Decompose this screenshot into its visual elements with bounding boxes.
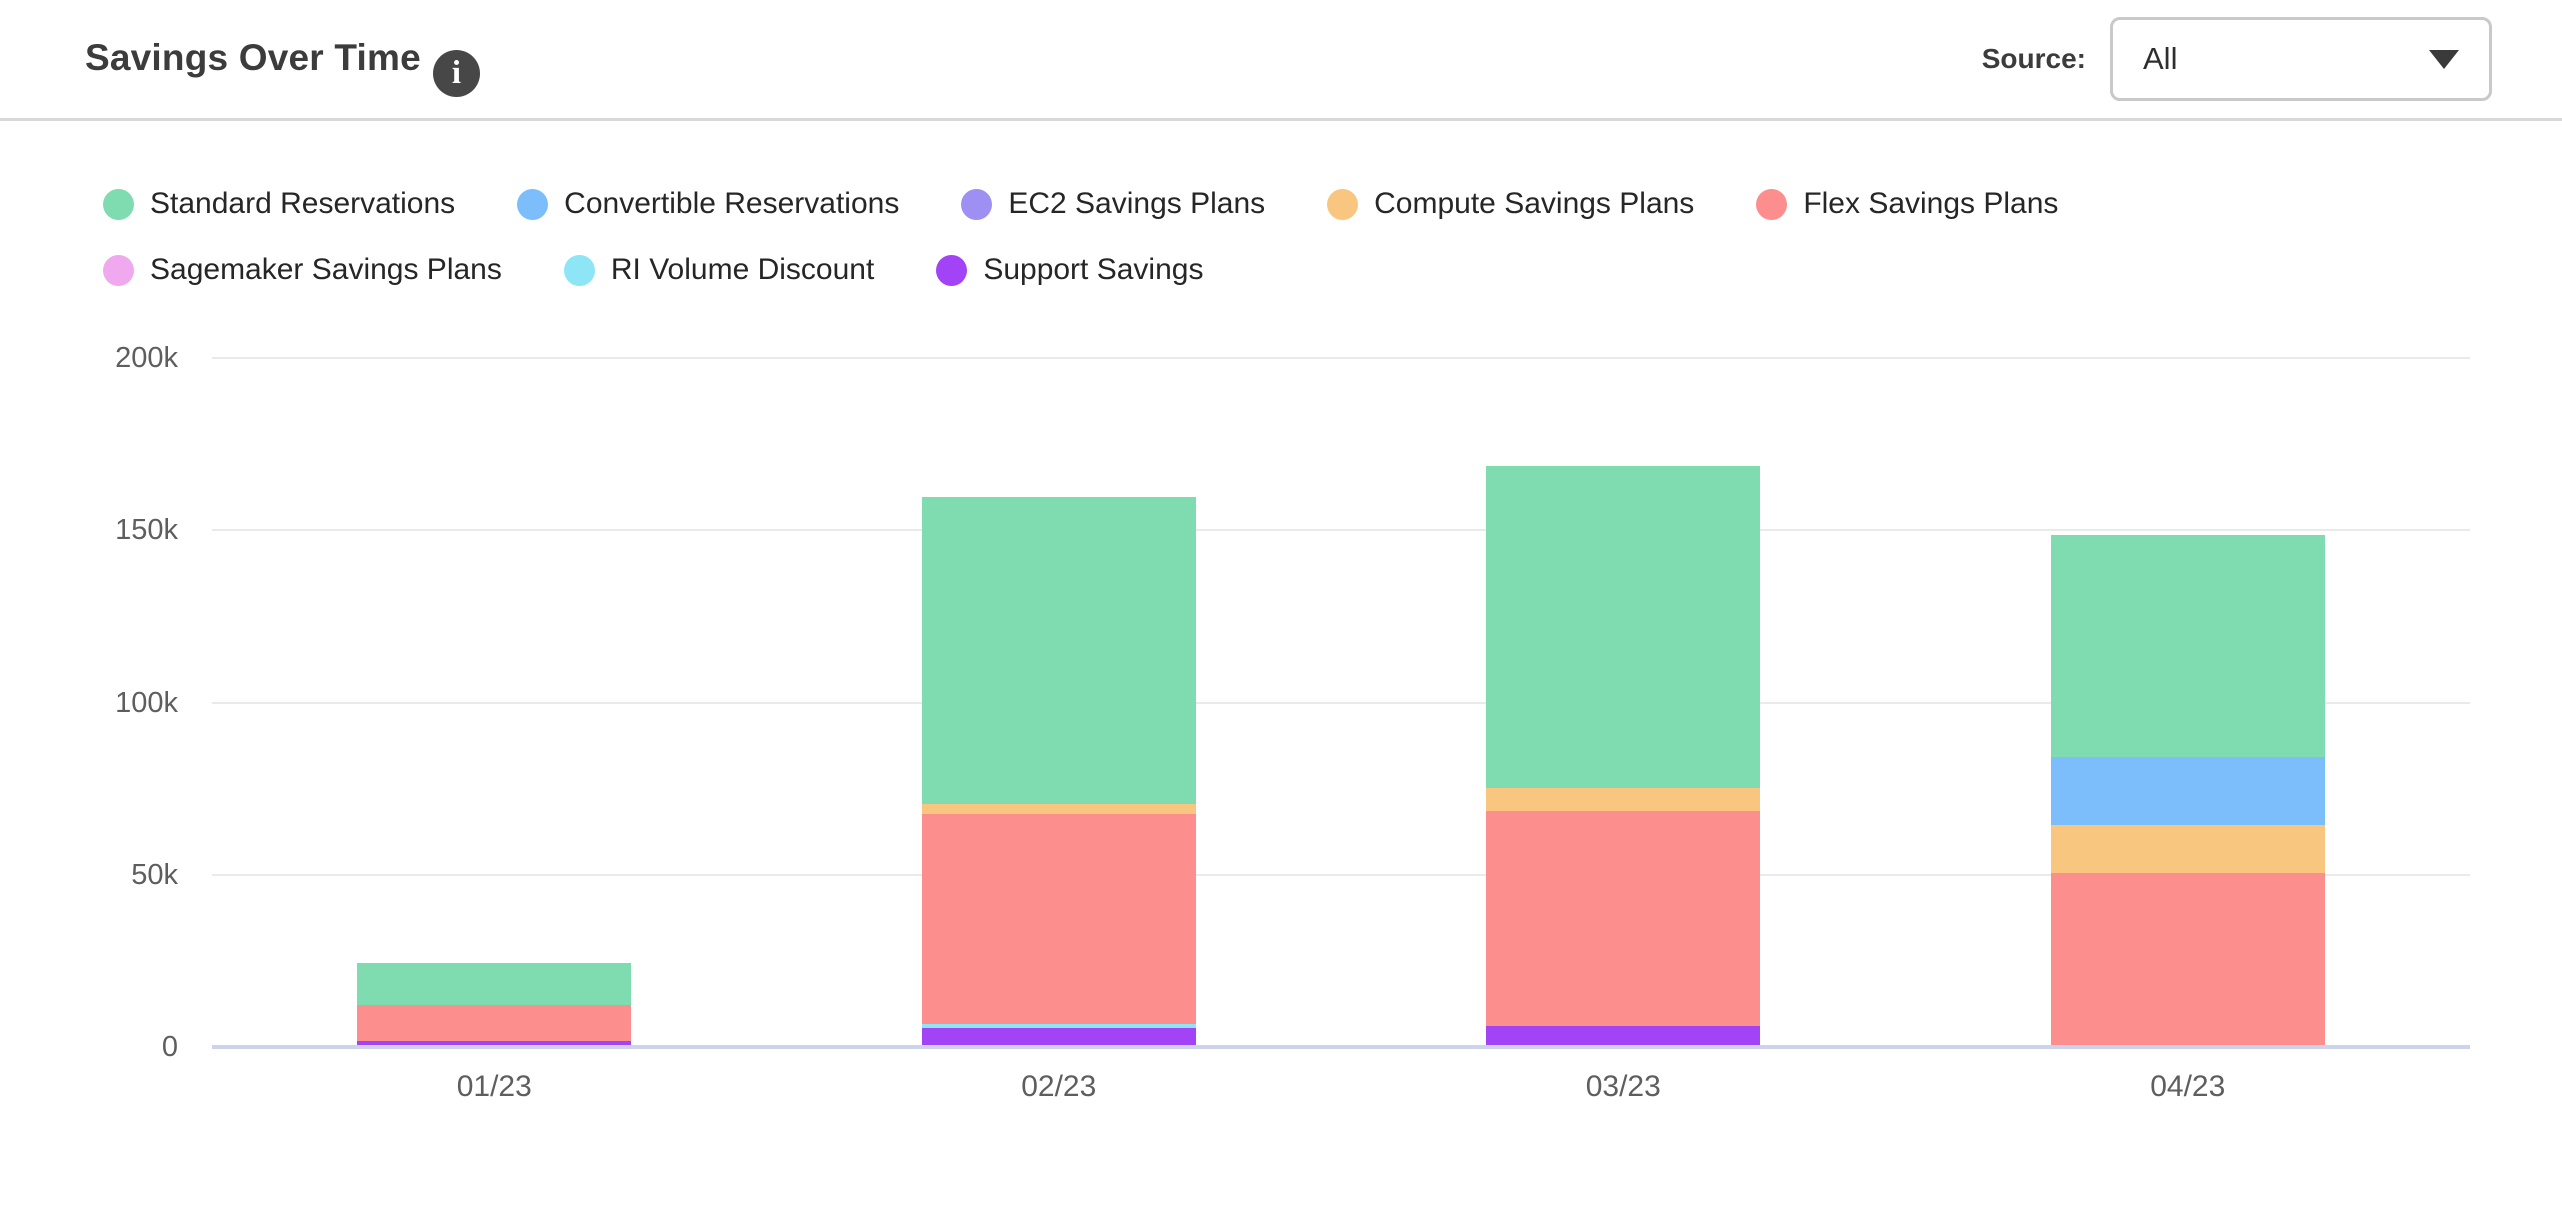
bar-segment-03-23-standard-reservations[interactable] <box>1486 466 1761 789</box>
x-tick-label-02-23: 02/23 <box>1021 1070 1097 1103</box>
y-tick-label-150k: 150k <box>115 514 178 547</box>
info-icon[interactable]: i <box>433 50 480 97</box>
bar-segment-02-23-standard-reservations[interactable] <box>921 497 1196 804</box>
x-axis-labels: 01/23 02/23 03/23 04/23 <box>212 1056 2470 1116</box>
bar-segment-03-23-compute-savings-plans[interactable] <box>1486 788 1761 811</box>
y-tick-label-0: 0 <box>161 1031 178 1063</box>
source-selected-value: All <box>2143 41 2178 76</box>
bar-segment-02-23-compute-savings-plans[interactable] <box>921 803 1196 815</box>
legend-item-ec2-savings-plans[interactable]: EC2 Savings Plans <box>961 183 1265 225</box>
chart-legend: Standard Reservations Convertible Reserva… <box>103 183 2492 291</box>
y-tick-label-100k: 100k <box>115 686 178 719</box>
page-title: Savings Over Time <box>85 37 421 78</box>
legend-dot-icon <box>936 254 968 286</box>
legend-item-label: Sagemaker Savings Plans <box>150 253 502 286</box>
bar-segment-04-23-flex-savings-plans[interactable] <box>2050 872 2325 1045</box>
legend-item-label: Support Savings <box>983 253 1204 286</box>
gridline-50k <box>212 873 2470 876</box>
gridline-150k <box>212 529 2470 532</box>
legend-item-label: Standard Reservations <box>150 187 456 220</box>
legend-item-convertible-reservations[interactable]: Convertible Reservations <box>517 183 899 225</box>
legend-item-sagemaker-savings-plans[interactable]: Sagemaker Savings Plans <box>103 249 502 291</box>
bar-segment-02-23-ri-volume-discount[interactable] <box>921 1024 1196 1029</box>
bar-segment-04-23-convertible-reservations[interactable] <box>2050 757 2325 825</box>
legend-item-compute-savings-plans[interactable]: Compute Savings Plans <box>1327 183 1694 225</box>
source-select[interactable]: All <box>2110 17 2492 101</box>
source-control: Source: All <box>1982 0 2492 118</box>
y-tick-label-200k: 200k <box>115 342 178 374</box>
gridline-100k <box>212 701 2470 704</box>
x-tick-label-03-23: 03/23 <box>1585 1070 1661 1103</box>
legend-dot-icon <box>517 188 549 220</box>
source-label: Source: <box>1981 43 2086 74</box>
bar-segment-01-23-flex-savings-plans[interactable] <box>357 1004 632 1041</box>
plot-area <box>212 357 2470 1049</box>
legend-dot-icon <box>103 188 134 220</box>
gridline-200k <box>212 357 2470 359</box>
bar-segment-02-23-flex-savings-plans[interactable] <box>921 814 1196 1025</box>
legend-item-label: Flex Savings Plans <box>1803 187 2059 220</box>
bar-segment-04-23-compute-savings-plans[interactable] <box>2050 824 2325 873</box>
y-tick-label-50k: 50k <box>131 858 178 891</box>
legend-dot-icon <box>1327 188 1359 220</box>
bar-segment-04-23-standard-reservations[interactable] <box>2050 535 2325 758</box>
x-tick-label-04-23: 04/23 <box>2150 1070 2226 1103</box>
panel-header: Savings Over Time i Source: All <box>0 0 2562 121</box>
legend-dot-icon <box>563 254 595 286</box>
legend-item-label: Convertible Reservations <box>564 187 900 220</box>
legend-dot-icon <box>103 254 134 286</box>
y-axis-labels: 0 50k 100k 150k 200k <box>60 342 178 1063</box>
chevron-down-icon <box>2429 49 2459 69</box>
bar-segment-01-23-support-savings[interactable] <box>357 1040 632 1045</box>
legend-item-label: RI Volume Discount <box>610 253 875 286</box>
legend-dot-icon <box>961 188 993 220</box>
x-axis-line <box>212 1045 2470 1049</box>
legend-item-flex-savings-plans[interactable]: Flex Savings Plans <box>1756 183 2058 225</box>
info-icon-glyph: i <box>451 55 462 91</box>
bar-segment-03-23-support-savings[interactable] <box>1486 1026 1761 1045</box>
legend-item-label: EC2 Savings Plans <box>1008 187 1266 220</box>
legend-item-standard-reservations[interactable]: Standard Reservations <box>103 183 455 225</box>
bar-segment-03-23-flex-savings-plans[interactable] <box>1486 810 1761 1027</box>
bar-segment-01-23-standard-reservations[interactable] <box>357 963 632 1005</box>
bar-segment-02-23-support-savings[interactable] <box>921 1028 1196 1045</box>
legend-item-label: Compute Savings Plans <box>1374 187 1695 220</box>
x-tick-label-01-23: 01/23 <box>456 1070 532 1103</box>
legend-item-ri-volume-discount[interactable]: RI Volume Discount <box>563 249 875 291</box>
legend-item-support-savings[interactable]: Support Savings <box>936 249 1203 291</box>
legend-dot-icon <box>1756 188 1788 220</box>
